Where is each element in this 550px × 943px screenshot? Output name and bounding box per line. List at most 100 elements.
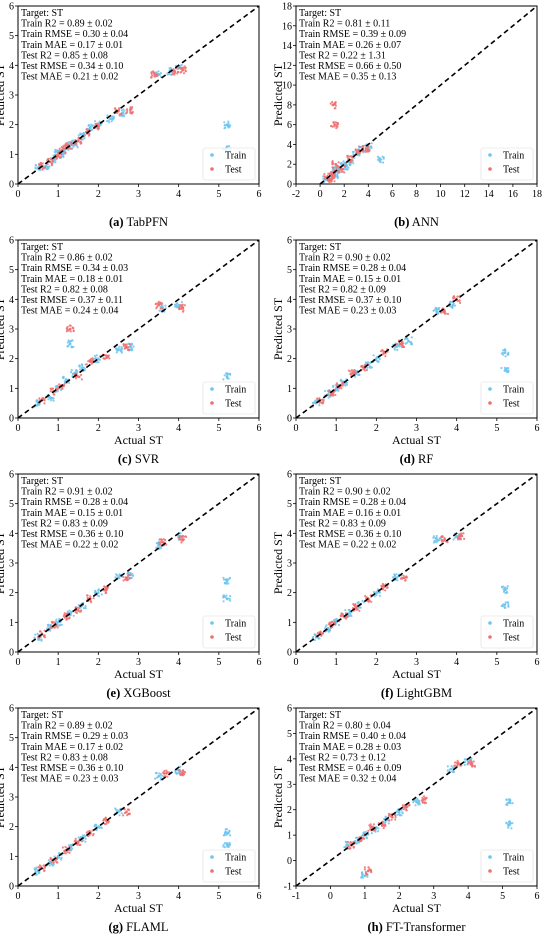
y-tick-label: 3 (9, 559, 14, 570)
data-point-cluster (363, 866, 366, 869)
data-point-cluster (345, 617, 348, 620)
data-point-cluster (399, 342, 402, 346)
chart-panel-4: 0 1 2 3 4 5 6 0 1 2 3 4 5 6 Predicted ST Actual ST Targe… (271, 236, 540, 467)
data-point-cluster (65, 618, 68, 621)
data-point-cluster (358, 146, 361, 149)
data-point-cluster (171, 73, 174, 76)
data-point-cluster (116, 349, 119, 352)
data-point-cluster (440, 536, 443, 539)
data-point-cluster (396, 810, 399, 813)
caption-name: FT-Transformer (383, 920, 467, 934)
data-point-cluster (222, 600, 225, 603)
data-point-cluster (165, 543, 168, 546)
legend-marker-train (488, 621, 492, 625)
data-point-cluster (384, 815, 387, 818)
data-point-cluster (85, 363, 88, 366)
x-tick-label: 3 (136, 891, 141, 902)
data-point-cluster (357, 601, 360, 605)
data-point-cluster (402, 345, 406, 349)
data-point-cluster (123, 811, 126, 815)
stats-line-4: Train MAE = 0.16 ± 0.01 (299, 508, 401, 519)
x-tick-label: 0 (16, 657, 21, 668)
data-point-cluster (335, 127, 338, 130)
data-point-cluster (456, 537, 459, 540)
data-point-cluster (120, 113, 123, 116)
data-point-cluster (38, 397, 41, 400)
data-point-cluster (58, 147, 61, 150)
data-point-cluster (128, 573, 131, 577)
data-point-cluster (61, 846, 64, 849)
data-point-cluster (112, 117, 115, 121)
data-point-cluster (155, 542, 158, 545)
data-point-cluster (116, 111, 119, 114)
legend-box (202, 147, 256, 181)
data-point-cluster (52, 399, 55, 402)
data-point-cluster (127, 346, 130, 349)
y-tick-label: 5 (9, 733, 14, 744)
data-point-cluster (168, 73, 171, 76)
data-point-cluster (65, 612, 68, 615)
data-point-cluster (329, 182, 332, 184)
y-tick-label: 0 (9, 882, 14, 893)
x-tick-label: 0 (16, 891, 21, 902)
stats-line-1: Target: ST (299, 8, 341, 19)
stats-line-4: Train MAE = 0.15 ± 0.01 (21, 508, 123, 519)
data-point-cluster (131, 106, 134, 109)
data-point-cluster (364, 872, 367, 875)
stats-line-7: Test MAE = 0.23 ± 0.03 (299, 306, 396, 317)
y-tick-label: 16 (282, 21, 292, 32)
data-point-cluster (398, 345, 401, 348)
data-point-cluster (454, 761, 457, 764)
data-point-cluster (321, 398, 324, 401)
data-point-cluster (355, 605, 358, 608)
data-point-cluster (47, 625, 50, 628)
data-point-cluster (334, 393, 337, 397)
stats-line-1: Target: ST (299, 476, 341, 487)
data-point-cluster (151, 74, 154, 77)
data-point-cluster (443, 310, 446, 313)
caption-name: SVR (132, 452, 160, 466)
data-point-cluster (180, 772, 183, 775)
data-point-cluster (90, 123, 93, 126)
data-point-cluster (367, 833, 370, 836)
x-tick-label: 3 (431, 891, 436, 902)
data-point-cluster (334, 121, 337, 124)
data-point-cluster (443, 536, 446, 540)
data-point-cluster (128, 343, 131, 346)
data-point-cluster (344, 384, 347, 387)
data-point-cluster (88, 134, 91, 137)
data-point-cluster (90, 357, 93, 360)
data-point-cluster (333, 621, 337, 624)
data-point-cluster (183, 304, 186, 307)
data-point-cluster (72, 614, 75, 617)
data-point-cluster (504, 601, 507, 604)
stats-line-3: Train RMSE = 0.28 ± 0.04 (299, 263, 406, 274)
data-point-cluster (122, 111, 125, 114)
data-point-cluster (182, 309, 185, 312)
data-point-cluster (458, 299, 461, 302)
stats-line-7: Test MAE = 0.23 ± 0.03 (21, 774, 118, 785)
data-point-cluster (446, 765, 449, 768)
data-point-cluster (330, 179, 333, 182)
data-point-cluster (507, 367, 510, 370)
data-point-cluster (43, 402, 46, 405)
data-point-cluster (70, 368, 73, 372)
x-tick-label: 10 (436, 189, 446, 200)
data-point-cluster (358, 606, 361, 609)
data-point-cluster (97, 127, 100, 130)
legend-box (480, 615, 534, 649)
y-axis-title: Predicted ST (0, 765, 7, 828)
data-point-cluster (178, 770, 181, 773)
data-point-cluster (50, 621, 54, 624)
x-axis-title: Actual ST (114, 667, 164, 681)
data-point-cluster (68, 609, 71, 612)
data-point-cluster (366, 149, 369, 152)
data-point-cluster (342, 167, 345, 171)
data-point-cluster (55, 861, 58, 864)
data-point-cluster (468, 761, 471, 764)
data-point-cluster (349, 612, 352, 615)
data-point-cluster (50, 626, 53, 630)
x-tick-label: 5 (216, 891, 221, 902)
data-point-cluster (227, 582, 230, 585)
data-point-cluster (463, 758, 466, 761)
